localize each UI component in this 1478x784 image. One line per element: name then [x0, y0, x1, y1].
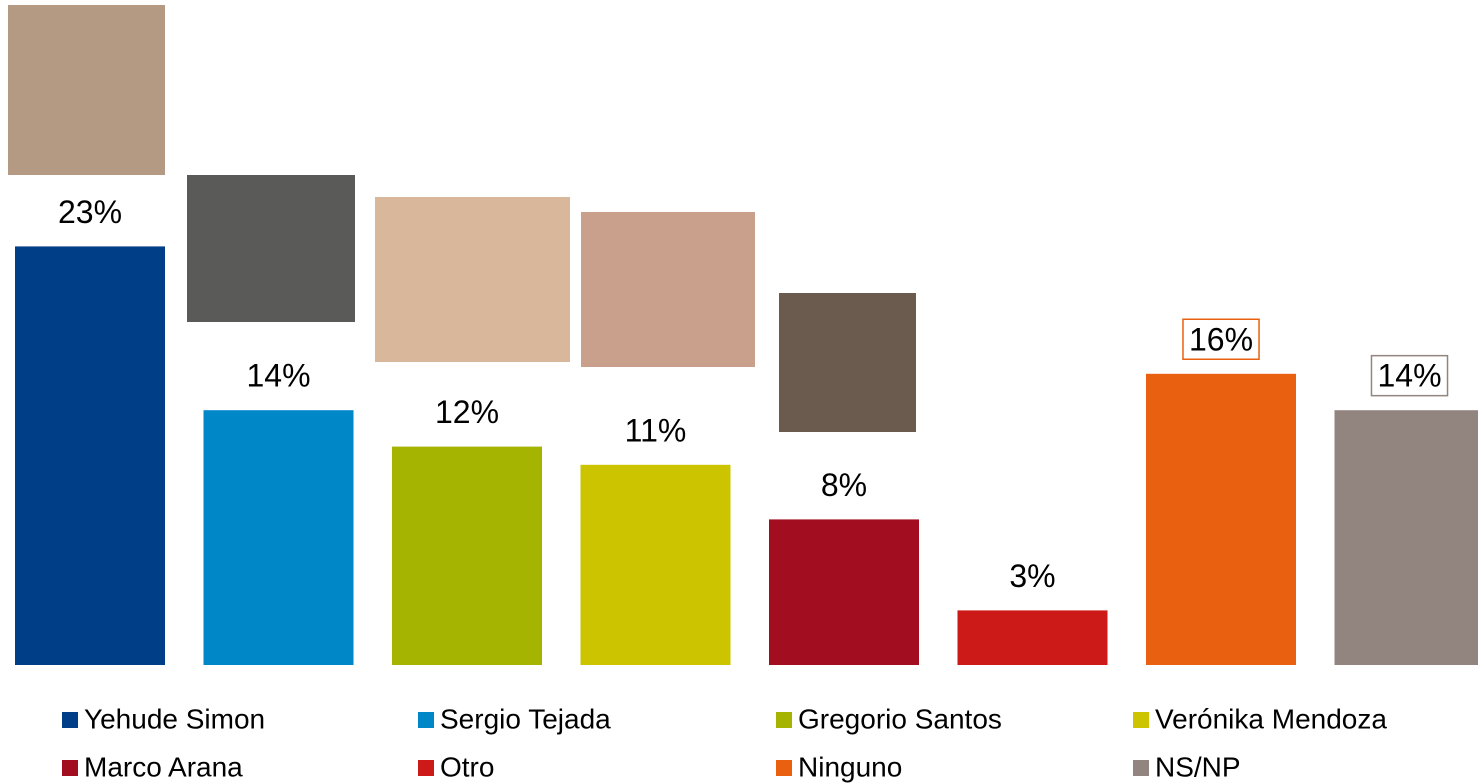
legend-swatch — [418, 712, 434, 728]
value-label: 14% — [1377, 358, 1441, 394]
value-label: 12% — [435, 394, 499, 430]
legend-swatch — [1133, 760, 1149, 776]
value-label: 8% — [821, 467, 867, 503]
value-label: 11% — [625, 412, 687, 448]
legend-swatch — [418, 760, 434, 776]
bar — [1335, 410, 1478, 665]
legend-label: Gregorio Santos — [798, 703, 1002, 734]
photo — [581, 212, 755, 367]
legend-label: Marco Arana — [84, 751, 243, 782]
legend-swatch — [1133, 712, 1149, 728]
photo — [375, 197, 570, 362]
legend-label: Yehude Simon — [84, 703, 265, 734]
legend-swatch — [776, 760, 792, 776]
value-label: 23% — [58, 194, 122, 230]
legend-swatch — [776, 712, 792, 728]
value-label: 14% — [246, 358, 310, 394]
photo — [187, 175, 355, 322]
legend-swatch — [62, 760, 78, 776]
legend-label: Otro — [440, 751, 494, 782]
value-label: 16% — [1189, 321, 1253, 357]
value-label: 3% — [1009, 558, 1055, 594]
legend-label: Verónika Mendoza — [1155, 703, 1387, 734]
chart: 23% 14% 12% 11% 8% 3% 16% 14% Yehude Simon Sergio… — [0, 0, 1478, 784]
bar — [392, 447, 542, 665]
bar — [769, 519, 919, 665]
bar — [581, 465, 731, 665]
bar — [204, 410, 354, 665]
photo — [8, 5, 165, 175]
legend-label: NS/NP — [1155, 751, 1241, 782]
bar — [1146, 374, 1296, 665]
bar — [15, 246, 165, 665]
legend-swatch — [62, 712, 78, 728]
photo — [779, 293, 916, 432]
bar — [958, 610, 1108, 665]
legend-label: Sergio Tejada — [440, 703, 611, 734]
legend-label: Ninguno — [798, 751, 902, 782]
